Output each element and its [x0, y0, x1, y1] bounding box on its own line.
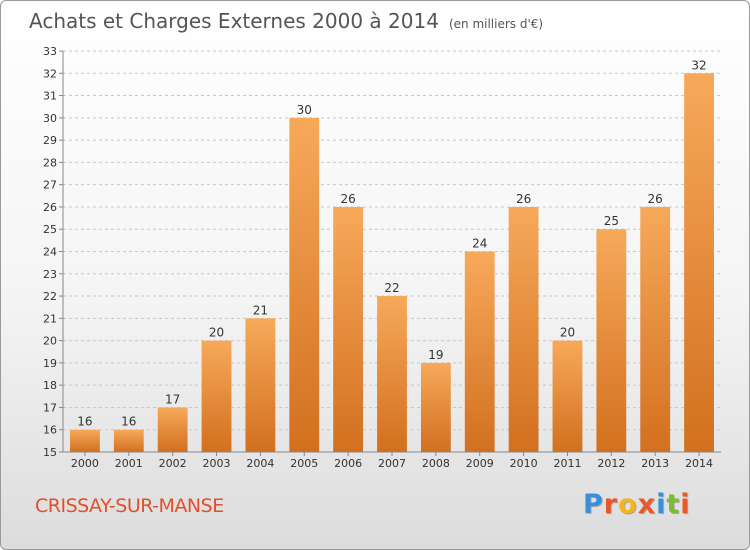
bar-2010	[508, 206, 539, 452]
bar-2013	[640, 206, 671, 452]
x-tick-label: 2004	[246, 457, 274, 470]
data-label-2003: 20	[209, 326, 224, 340]
bar-2002	[157, 407, 188, 452]
commune-name: CRISSAY-SUR-MANSE	[35, 495, 224, 517]
bar-2000	[70, 429, 100, 452]
bar-2008	[420, 362, 451, 452]
x-tick-label: 2001	[115, 457, 143, 470]
data-label-2014: 32	[691, 58, 706, 72]
x-tick-label: 2011	[553, 457, 581, 470]
data-label-2002: 17	[165, 392, 180, 406]
data-label-2007: 22	[384, 281, 399, 295]
x-tick-label: 2013	[641, 457, 669, 470]
data-label-2009: 24	[472, 237, 487, 251]
y-tick-label: 20	[43, 335, 57, 348]
y-tick-label: 23	[43, 268, 57, 281]
y-tick-label: 19	[43, 357, 57, 370]
data-label-2013: 26	[648, 192, 663, 206]
y-tick-label: 28	[43, 156, 57, 169]
y-tick-label: 18	[43, 379, 57, 392]
bar-2005	[289, 117, 320, 452]
y-tick-label: 33	[43, 45, 57, 58]
data-label-2006: 26	[340, 192, 355, 206]
logo-letter: i	[680, 489, 691, 520]
data-label-2005: 30	[297, 103, 312, 117]
chart-unit: (en milliers d'€)	[448, 17, 544, 31]
y-tick-label: 16	[43, 424, 57, 437]
x-tick-label: 2009	[466, 457, 494, 470]
y-tick-label: 26	[43, 201, 57, 214]
labels: 15 16 17 18 19 20 21 22 23 24 25 26 27 28 29 30 31 32 33 20…	[43, 45, 713, 470]
x-tick-label: 2012	[597, 457, 625, 470]
logo-letter: P	[583, 489, 604, 520]
y-tick-label: 17	[43, 401, 57, 414]
x-tick-label: 2003	[203, 457, 231, 470]
y-tick-label: 29	[43, 134, 57, 147]
bar-2012	[596, 229, 627, 452]
bar-2014	[684, 73, 714, 453]
bar-2009	[464, 251, 495, 452]
bar-2003	[201, 340, 232, 452]
logo-letter: i	[656, 489, 667, 520]
y-tick-label: 32	[43, 67, 57, 80]
x-tick-label: 2007	[378, 457, 406, 470]
y-tick-label: 22	[43, 290, 57, 303]
y-tick-label: 25	[43, 223, 57, 236]
x-tick-label: 2000	[71, 457, 99, 470]
y-tick-label: 21	[43, 312, 57, 325]
bar-2006	[333, 206, 364, 452]
bar-2011	[552, 340, 583, 452]
data-label-2000: 16	[77, 415, 92, 429]
logo-letter: o	[618, 489, 638, 520]
x-tick-label: 2010	[510, 457, 538, 470]
data-label-2001: 16	[121, 415, 136, 429]
y-tick-label: 31	[43, 90, 57, 103]
x-tick-label: 2006	[334, 457, 362, 470]
y-tick-label: 15	[43, 446, 57, 459]
chart-title-line: Achats et Charges Externes 2000 à 2014 (e…	[29, 9, 543, 33]
x-tick-label: 2005	[290, 457, 318, 470]
data-label-2004: 21	[253, 303, 268, 317]
y-tick-label: 24	[43, 246, 57, 259]
bar-2007	[377, 296, 407, 452]
bars	[70, 73, 714, 453]
data-label-2012: 25	[604, 214, 619, 228]
data-label-2008: 19	[428, 348, 443, 362]
chart-title: Achats et Charges Externes 2000 à 2014	[29, 9, 439, 33]
x-tick-label: 2014	[685, 457, 713, 470]
x-tick-label: 2002	[159, 457, 187, 470]
y-tick-label: 30	[43, 112, 57, 125]
logo-letter: x	[637, 489, 657, 520]
bar-2001	[113, 429, 144, 452]
bar-2004	[245, 318, 276, 452]
proxiti-logo: Proxiti	[583, 489, 691, 520]
logo-letter: r	[603, 489, 619, 520]
logo-letter: t	[666, 489, 681, 520]
x-tick-label: 2008	[422, 457, 450, 470]
data-label-2011: 20	[560, 326, 575, 340]
data-label-2010: 26	[516, 192, 531, 206]
y-tick-label: 27	[43, 179, 57, 192]
